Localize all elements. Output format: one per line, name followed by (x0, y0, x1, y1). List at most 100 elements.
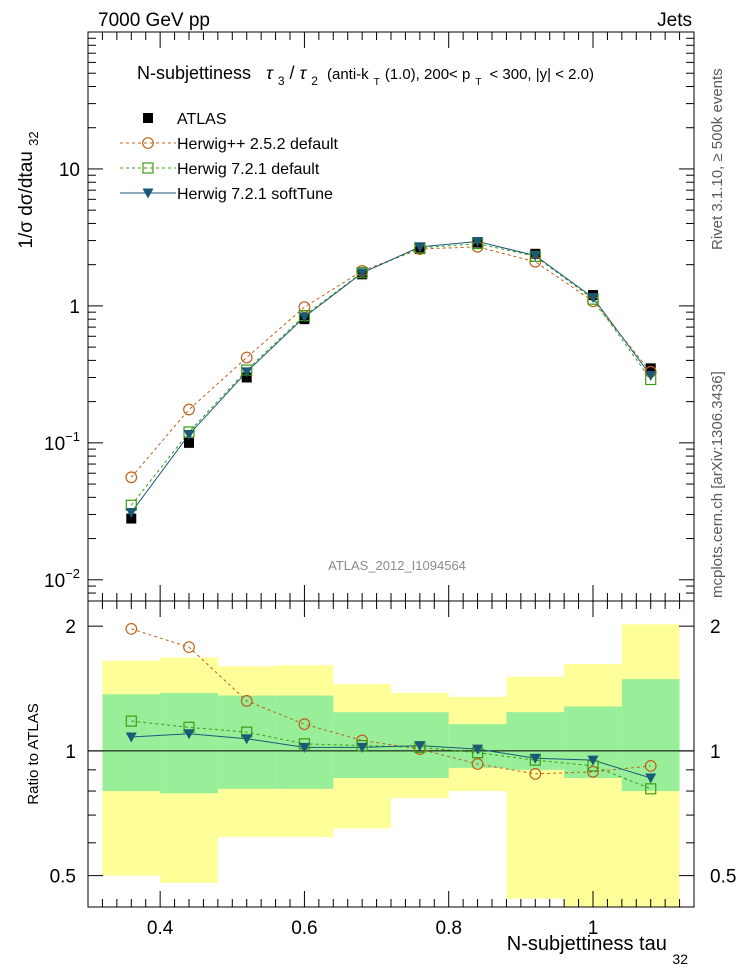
ratio-point-herwig-2-5-2-default (183, 641, 195, 654)
main-y-tick-label: 1 (69, 297, 80, 318)
plot-title-cut-sub-t2: T (475, 77, 481, 88)
ratio-ylabel: Ratio to ATLAS (25, 703, 42, 804)
ratio-point-herwig-7-2-1-softtune (587, 755, 599, 766)
ratio-inner-band-bin (275, 695, 334, 789)
main-point-herwig-7-2-1-softtune (356, 268, 368, 279)
xlabel: N-subjettiness tau 32 (507, 933, 688, 967)
legend-marker-herwig-2-5-2-default (142, 137, 154, 149)
ratio-point-herwig-2-5-2-default (644, 759, 657, 772)
ratio-x-tick-label: 0.6 (291, 918, 317, 939)
ratio-axes: 0.4 0.6 0.8 1 0.5 0.5 1 1 2 2 (50, 601, 736, 939)
ratio-series (125, 622, 657, 795)
ratio-y-tick-label-right: 1 (710, 742, 721, 763)
ratio-inner-band-bin (102, 694, 161, 792)
ratio-point-herwig-7-2-1-default (645, 783, 657, 795)
ratio-point-herwig-7-2-1-softtune (241, 734, 253, 745)
ratio-point-herwig-2-5-2-default (240, 695, 253, 707)
plot-title-tau2: τ (300, 63, 308, 83)
ratio-point-herwig-7-2-1-default (125, 715, 137, 727)
ratio-point-herwig-7-2-1-softtune (472, 744, 484, 755)
process-label: Jets (657, 10, 692, 31)
main-point-herwig-7-2-1-softtune (414, 242, 426, 253)
main-y-tick-label: 10−2 (44, 566, 80, 592)
ratio-point-herwig-2-5-2-default (125, 622, 138, 635)
main-point-atlas (645, 363, 656, 374)
main-point-atlas (126, 513, 137, 524)
legend-marker-herwig-7-2-1-softtune (142, 188, 154, 199)
plot-title-sub3: 3 (278, 74, 285, 88)
ratio-outer-band-bin (564, 664, 622, 907)
analysis-watermark: ATLAS_2012_I1094564 (328, 558, 466, 573)
main-point-herwig-7-2-1-softtune (645, 371, 657, 382)
plot-title: N-subjettiness τ 3 / τ 2 (anti-k T (1.0)… (137, 63, 594, 89)
ratio-outer-band-bin (506, 676, 565, 899)
plot-title-tau3: τ (266, 63, 274, 83)
ratio-x-tick-label: 0.8 (436, 918, 462, 939)
main-point-herwig-7-2-1-softtune (183, 430, 195, 441)
ratio-point-herwig-7-2-1-softtune (298, 742, 310, 753)
legend: ATLAS Herwig++ 2.5.2 default Herwig 7.2.1 … (120, 111, 339, 203)
main-point-atlas (241, 372, 252, 383)
main-point-atlas (184, 437, 194, 448)
ratio-point-herwig-7-2-1-softtune (183, 729, 195, 740)
main-point-herwig-2-5-2-default (298, 301, 311, 313)
ratio-x-tick-label: 0.4 (147, 918, 174, 939)
ratio-y-tick-label-right: 2 (710, 617, 721, 638)
ratio-line-herwig-2-5-2-default (131, 628, 651, 775)
main-axes: 10−2 10−1 1 10 (44, 31, 695, 602)
legend-label-herwig-7-2-1-softtune: Herwig 7.2.1 softTune (177, 186, 333, 203)
plot-title-cut-sub-t: T (374, 77, 380, 88)
ratio-line-herwig-7-2-1-softtune (131, 733, 651, 779)
ratio-point-herwig-7-2-1-softtune (356, 742, 368, 753)
ratio-x-tick-label: 1 (588, 918, 599, 939)
mcplots-label: mcplots.cern.ch [arXiv:1306.3436] (709, 371, 726, 598)
plot-title-slash: / (290, 63, 295, 83)
ratio-y-tick-label: 1 (65, 742, 76, 763)
ratio-point-herwig-2-5-2-default (298, 718, 311, 731)
main-ylabel: 1/σ dσ/dtau 32 (16, 131, 41, 248)
ratio-y-tick-label: 0.5 (50, 867, 76, 888)
main-point-herwig-7-2-1-softtune (241, 367, 253, 378)
ratio-point-herwig-7-2-1-softtune (529, 753, 541, 764)
ratio-inner-band-bin (564, 706, 622, 779)
rivet-label: Rivet 3.1.10, ≥ 500k events (709, 68, 726, 250)
main-ylabel-sub: 32 (26, 131, 41, 145)
main-y-tick-label: 10−1 (44, 429, 80, 455)
ratio-y-tick-label: 2 (65, 617, 76, 638)
plot-title-main: N-subjettiness (137, 63, 251, 83)
plot-title-sub2: 2 (311, 74, 318, 88)
main-point-herwig-2-5-2-default (125, 471, 138, 484)
main-y-tick-label: 10 (59, 160, 80, 181)
ratio-point-herwig-2-5-2-default (529, 767, 542, 780)
main-point-herwig-2-5-2-default (183, 403, 195, 416)
main-point-herwig-7-2-1-softtune (529, 251, 541, 262)
energy-label: 7000 GeV pp (98, 10, 210, 31)
legend-marker-atlas (143, 113, 153, 123)
legend-label-herwig-7-2-1-default: Herwig 7.2.1 default (177, 161, 320, 178)
ratio-point-herwig-7-2-1-softtune (645, 773, 657, 784)
main-series (125, 237, 657, 524)
main-point-herwig-7-2-1-softtune (587, 293, 599, 304)
ratio-point-herwig-2-5-2-default (471, 758, 484, 770)
main-point-herwig-7-2-1-softtune (472, 237, 484, 248)
legend-marker-herwig-7-2-1-default (142, 162, 154, 174)
main-ylabel-text: 1/σ dσ/dtau (16, 151, 37, 248)
ratio-inner-band-bin (160, 692, 218, 794)
ratio-y-tick-label-right: 0.5 (710, 867, 736, 888)
plot-title-cut-c: < 300, |y| < 2.0) (489, 66, 594, 83)
legend-label-atlas: ATLAS (177, 111, 227, 128)
ratio-uncertainty-bands (102, 624, 680, 907)
main-point-herwig-7-2-1-softtune (125, 507, 137, 518)
xlabel-text: N-subjettiness tau (507, 933, 667, 955)
legend-label-herwig-2-5-2-default: Herwig++ 2.5.2 default (177, 136, 339, 153)
ratio-point-herwig-2-5-2-default (587, 765, 599, 778)
main-line-herwig-2-5-2-default (130, 246, 652, 478)
plot-title-cut-a: (anti-k (327, 66, 369, 83)
ratio-point-herwig-7-2-1-softtune (414, 741, 426, 752)
ratio-point-herwig-7-2-1-softtune (125, 732, 137, 743)
main-point-herwig-2-5-2-default (240, 351, 253, 364)
main-line-herwig-7-2-1-softtune (130, 241, 652, 513)
main-point-herwig-7-2-1-softtune (298, 312, 310, 323)
plot-title-cut-b: (1.0), 200< p (385, 66, 470, 83)
